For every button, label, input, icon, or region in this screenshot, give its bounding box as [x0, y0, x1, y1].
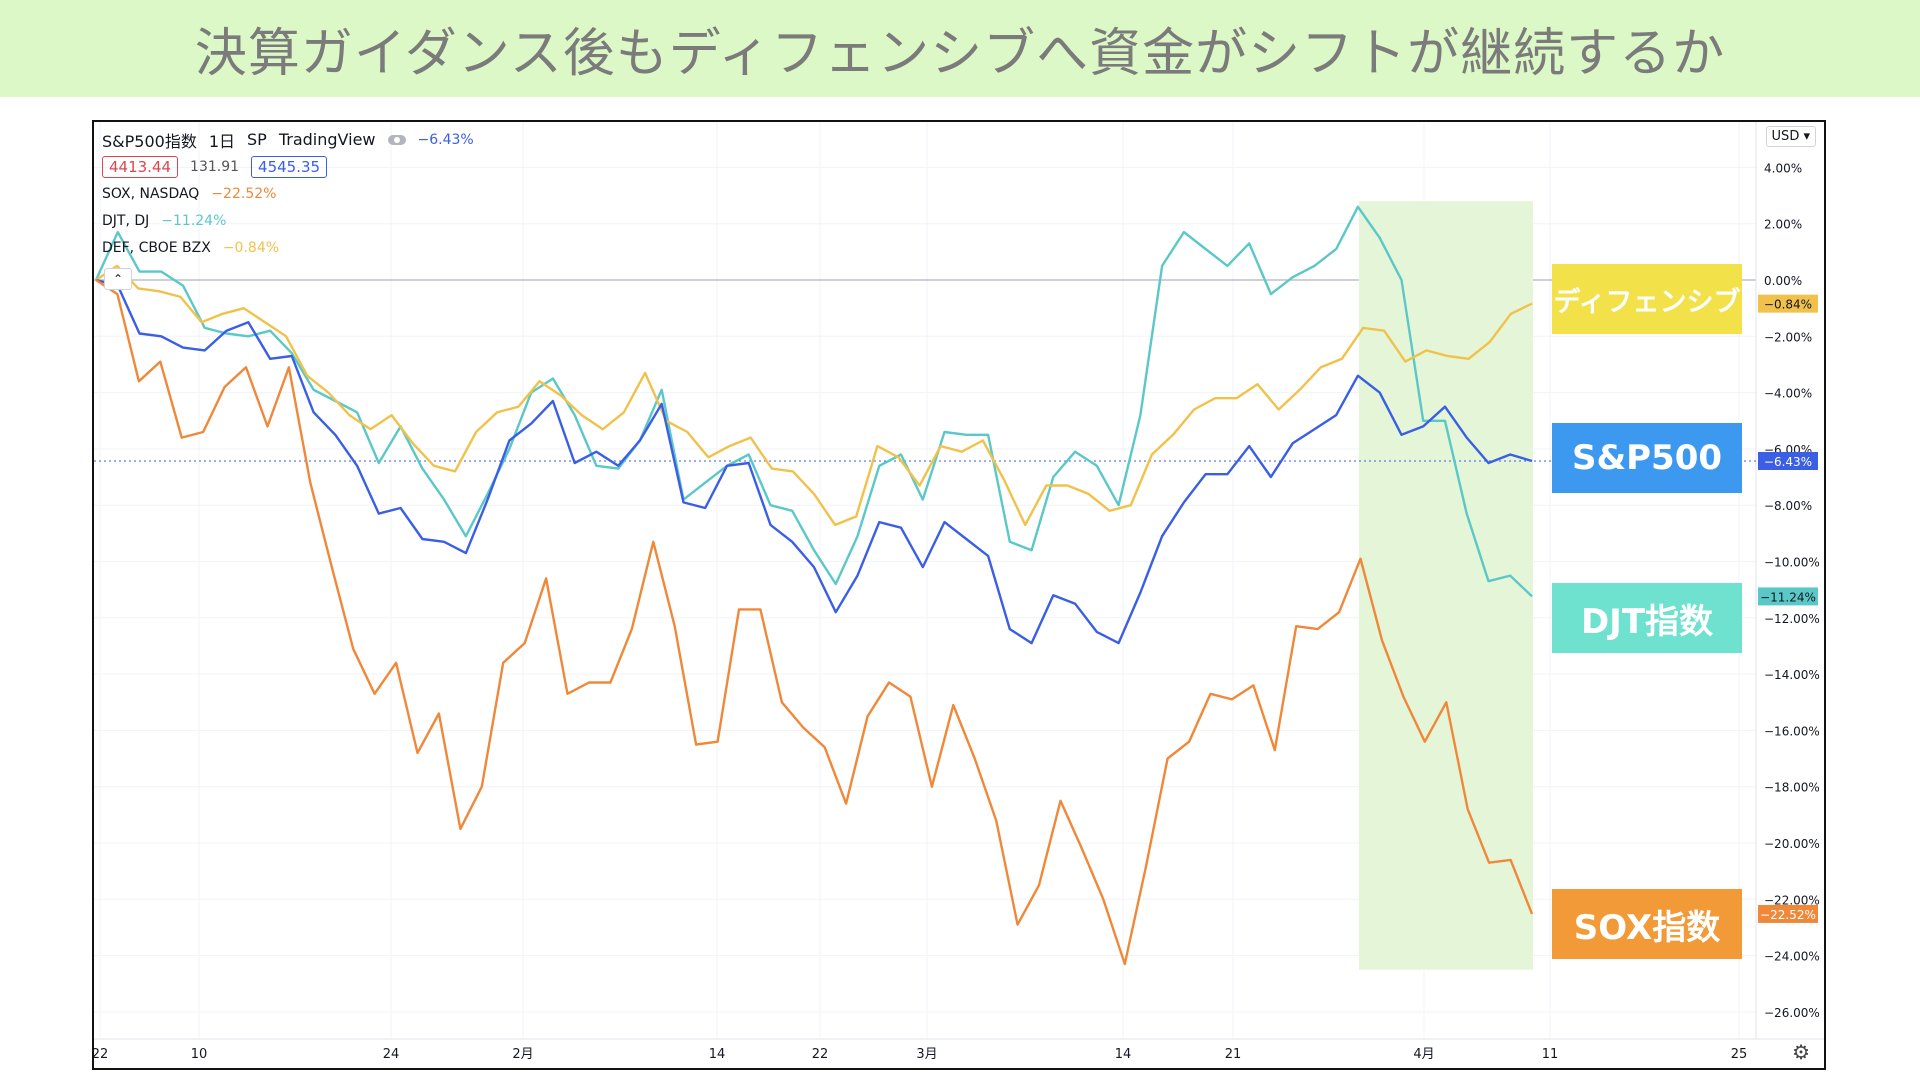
y-tick-label: −10.00% [1764, 556, 1820, 570]
y-tick-label: −18.00% [1764, 781, 1820, 795]
legend-def-label: DEF, CBOE BZX [102, 239, 211, 256]
legend-high-value: 4545.35 [251, 155, 328, 178]
x-tick-label: 21 [1225, 1047, 1242, 1062]
headline-banner: 決算ガイダンス後もディフェンシブへ資金がシフトが継続するか [0, 0, 1920, 97]
legend-series-def[interactable]: DEF, CBOE BZX −0.84% [102, 234, 474, 261]
last-value-text-djt: −11.24% [1760, 590, 1816, 604]
legend-djt-change: −11.24% [161, 212, 227, 229]
last-value-text-def: −0.84% [1764, 298, 1812, 312]
headline-text: 決算ガイダンス後もディフェンシブへ資金がシフトが継続するか [194, 24, 1726, 84]
series-line-def [95, 264, 1533, 527]
callout-defensive: ディフェンシブ [1552, 264, 1742, 334]
callout-sp500-text: S&P500 [1571, 438, 1723, 478]
x-tick-label: 22 [94, 1047, 108, 1062]
legend-values-row: 4413.44 131.91 4545.35 [102, 153, 474, 180]
series-line-sp [95, 278, 1533, 645]
series-line-sox [95, 278, 1534, 966]
currency-label: USD [1771, 129, 1800, 144]
legend-def-change: −0.84% [222, 239, 280, 256]
x-tick-label: 24 [383, 1047, 400, 1062]
legend-mid-value: 131.91 [190, 158, 240, 175]
x-tick-label: 2月 [512, 1047, 533, 1062]
y-tick-label: 4.00% [1764, 161, 1802, 175]
last-value-badge-djt [1758, 587, 1818, 606]
settings-gear-icon[interactable]: ⚙ [1792, 1040, 1810, 1064]
legend-exchange: SP [247, 130, 267, 149]
last-value-badge-sp [1758, 452, 1818, 471]
callout-sox: SOX指数 [1552, 889, 1742, 959]
legend-source: TradingView [278, 130, 376, 149]
y-tick-label: −22.00% [1764, 893, 1820, 907]
y-tick-label: −20.00% [1764, 837, 1820, 851]
legend-djt-label: DJT, DJ [102, 212, 150, 229]
last-value-text-sox: −22.52% [1760, 908, 1816, 922]
y-tick-label: −12.00% [1764, 612, 1820, 626]
y-tick-label: −8.00% [1764, 499, 1812, 513]
x-tick-label: 11 [1542, 1047, 1559, 1062]
x-tick-label: 25 [1731, 1047, 1748, 1062]
legend-sox-change: −22.52% [211, 185, 277, 202]
y-tick-label: 0.00% [1764, 274, 1802, 288]
legend-series-djt[interactable]: DJT, DJ −11.24% [102, 207, 474, 234]
x-tick-label: 22 [812, 1047, 829, 1062]
legend-interval[interactable]: 1日 [208, 131, 236, 151]
y-tick-label: −24.00% [1764, 950, 1820, 964]
highlight-region [1359, 201, 1533, 970]
chart-legend: S&P500指数 1日 SP TradingView −6.43% 4413.4… [102, 126, 474, 261]
currency-selector[interactable]: USD ▾ [1765, 126, 1816, 147]
x-tick-label: 3月 [916, 1047, 937, 1062]
legend-sox-label: SOX, NASDAQ [102, 185, 200, 202]
x-tick-label: 14 [709, 1047, 726, 1062]
legend-main-title[interactable]: S&P500指数 [102, 131, 197, 151]
chart-plot[interactable]: 4.00%2.00%0.00%−2.00%−4.00%−6.00%−8.00%−… [94, 122, 1824, 1068]
legend-low-value: 4413.44 [102, 155, 179, 178]
x-tick-label: 10 [191, 1047, 208, 1062]
visibility-eye-icon[interactable] [387, 134, 406, 145]
legend-series-sox[interactable]: SOX, NASDAQ −22.52% [102, 180, 474, 207]
callout-djt: DJT指数 [1552, 583, 1742, 653]
x-tick-label: 4月 [1413, 1047, 1434, 1062]
y-tick-label: −2.00% [1764, 330, 1812, 344]
y-tick-label: −16.00% [1764, 724, 1820, 738]
callout-defensive-text: ディフェンシブ [1553, 286, 1741, 318]
callout-sox-text: SOX指数 [1573, 907, 1721, 948]
legend-main-row: S&P500指数 1日 SP TradingView −6.43% [102, 126, 474, 153]
y-tick-label: 2.00% [1764, 218, 1802, 232]
callout-sp500: S&P500 [1552, 423, 1742, 493]
legend-collapse-icon[interactable]: ⌃ [104, 268, 132, 290]
legend-main-change: −6.43% [417, 131, 474, 148]
last-value-badge-def [1758, 294, 1818, 313]
y-tick-label: −26.00% [1764, 1006, 1820, 1020]
last-value-text-sp: −6.43% [1764, 455, 1812, 469]
callout-djt-text: DJT指数 [1580, 601, 1714, 642]
y-tick-label: −14.00% [1764, 668, 1820, 682]
last-value-badge-sox [1758, 904, 1818, 923]
x-tick-label: 14 [1115, 1047, 1132, 1062]
series-line-djt [94, 205, 1533, 598]
y-tick-label: −4.00% [1764, 387, 1812, 401]
chart-frame[interactable]: 4.00% 2.00% 0.00% −2.00% −4.00% −6.00% −8.00% −… [92, 120, 1826, 1070]
